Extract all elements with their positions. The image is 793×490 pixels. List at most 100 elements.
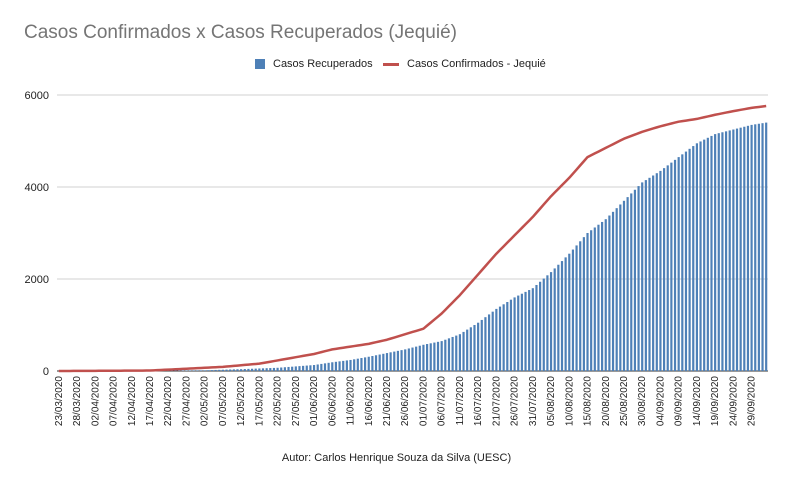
bar-recuperados [407, 348, 410, 371]
bar-recuperados [480, 319, 483, 371]
bar-recuperados [469, 327, 472, 371]
bar-recuperados [312, 365, 316, 371]
bar-recuperados [210, 370, 214, 371]
bar-recuperados [692, 146, 695, 371]
bar-recuperados [670, 162, 673, 371]
x-tick-label: 23/03/2020 [54, 376, 65, 426]
bar-recuperados [560, 261, 564, 371]
bar-recuperados [597, 224, 600, 371]
bar-recuperados [633, 189, 637, 371]
x-tick-label: 25/08/2020 [619, 376, 630, 426]
bar-recuperados [528, 290, 531, 371]
x-tick-label: 24/09/2020 [728, 376, 739, 426]
bar-recuperados [404, 349, 407, 371]
bar-recuperados [371, 356, 374, 371]
bar-recuperados [710, 135, 713, 371]
bar-recuperados [280, 367, 283, 371]
bar-recuperados [568, 253, 571, 371]
bar-recuperados [261, 368, 265, 371]
bar-recuperados [323, 363, 327, 371]
bar-recuperados [451, 336, 454, 371]
bar-recuperados [196, 370, 199, 371]
bar-recuperados [447, 338, 451, 371]
bar-recuperados [688, 148, 691, 371]
bar-recuperados [283, 367, 286, 371]
bar-recuperados [706, 137, 709, 371]
bar-recuperados [626, 197, 629, 371]
bar-recuperados [484, 317, 487, 371]
bar-recuperados [203, 370, 206, 371]
bar-recuperados [382, 353, 385, 371]
bar-recuperados [429, 343, 432, 371]
bar-recuperados [364, 357, 367, 371]
bar-recuperados [531, 288, 534, 371]
bar-recuperados [506, 302, 509, 371]
bar-recuperados [673, 159, 677, 371]
bar-recuperados [236, 369, 239, 371]
bar-recuperados [659, 170, 662, 371]
bar-recuperados [641, 182, 644, 371]
bar-recuperados [225, 369, 228, 371]
x-tick-label: 11/07/2020 [455, 376, 466, 426]
bar-recuperados [520, 293, 523, 371]
x-tick-label: 06/06/2020 [327, 376, 338, 426]
bar-recuperados [389, 352, 392, 371]
confirmed-line-group [58, 104, 767, 373]
bar-recuperados [495, 308, 498, 371]
bar-recuperados [662, 168, 666, 371]
y-tick-label: 2000 [25, 274, 49, 286]
recovered-bars [61, 122, 768, 372]
x-tick-label: 14/09/2020 [692, 376, 703, 426]
bar-recuperados [761, 123, 764, 371]
x-tick-label: 17/04/2020 [145, 376, 156, 426]
bar-recuperados [579, 241, 582, 371]
bar-recuperados [229, 369, 232, 371]
y-axis: 0 2000 4000 6000 [25, 90, 49, 378]
y-tick-label: 4000 [25, 182, 49, 194]
chart-caption: Autor: Carlos Henrique Souza da Silva (U… [281, 452, 512, 464]
bar-recuperados [546, 275, 549, 371]
bar-recuperados [345, 360, 348, 371]
x-tick-label: 04/09/2020 [655, 376, 666, 426]
bar-recuperados [287, 366, 290, 371]
bar-recuperados [703, 139, 706, 371]
bar-recuperados [436, 341, 440, 371]
bar-recuperados [765, 122, 768, 371]
bar-recuperados [717, 133, 720, 371]
bar-recuperados [294, 366, 297, 371]
x-tick-label: 12/05/2020 [236, 376, 247, 426]
bar-recuperados [418, 345, 421, 371]
bar-recuperados [593, 227, 596, 371]
bar-recuperados [750, 124, 753, 372]
bar-recuperados [648, 177, 651, 371]
bar-recuperados [754, 124, 757, 371]
bar-recuperados [247, 368, 250, 371]
legend-swatch-bar [255, 59, 265, 69]
bar-recuperados [327, 362, 330, 371]
x-tick-label: 20/08/2020 [601, 376, 612, 426]
bar-recuperados [714, 134, 717, 371]
bar-recuperados [535, 284, 538, 371]
bar-recuperados [517, 295, 520, 371]
bar-recuperados [746, 125, 750, 371]
bar-recuperados [374, 355, 378, 371]
bar-recuperados [655, 173, 658, 371]
bar-recuperados [721, 132, 724, 371]
bar-recuperados [524, 291, 527, 371]
bar-recuperados [349, 359, 352, 371]
bar-recuperados [644, 180, 647, 371]
bar-recuperados [487, 314, 491, 371]
y-tick-label: 6000 [25, 90, 49, 102]
bar-recuperados [491, 311, 494, 371]
bar-recuperados [444, 339, 447, 371]
legend-item-recuperados: Casos Recuperados [255, 58, 373, 70]
bar-recuperados [502, 304, 505, 371]
x-tick-label: 11/06/2020 [346, 376, 357, 426]
bar-recuperados [243, 369, 246, 371]
bar-recuperados [735, 128, 739, 371]
x-tick-label: 02/04/2020 [90, 376, 101, 426]
x-tick-label: 29/09/2020 [747, 376, 758, 426]
bar-recuperados [699, 141, 702, 371]
bar-recuperados [652, 175, 655, 371]
x-tick-label: 30/08/2020 [637, 376, 648, 426]
